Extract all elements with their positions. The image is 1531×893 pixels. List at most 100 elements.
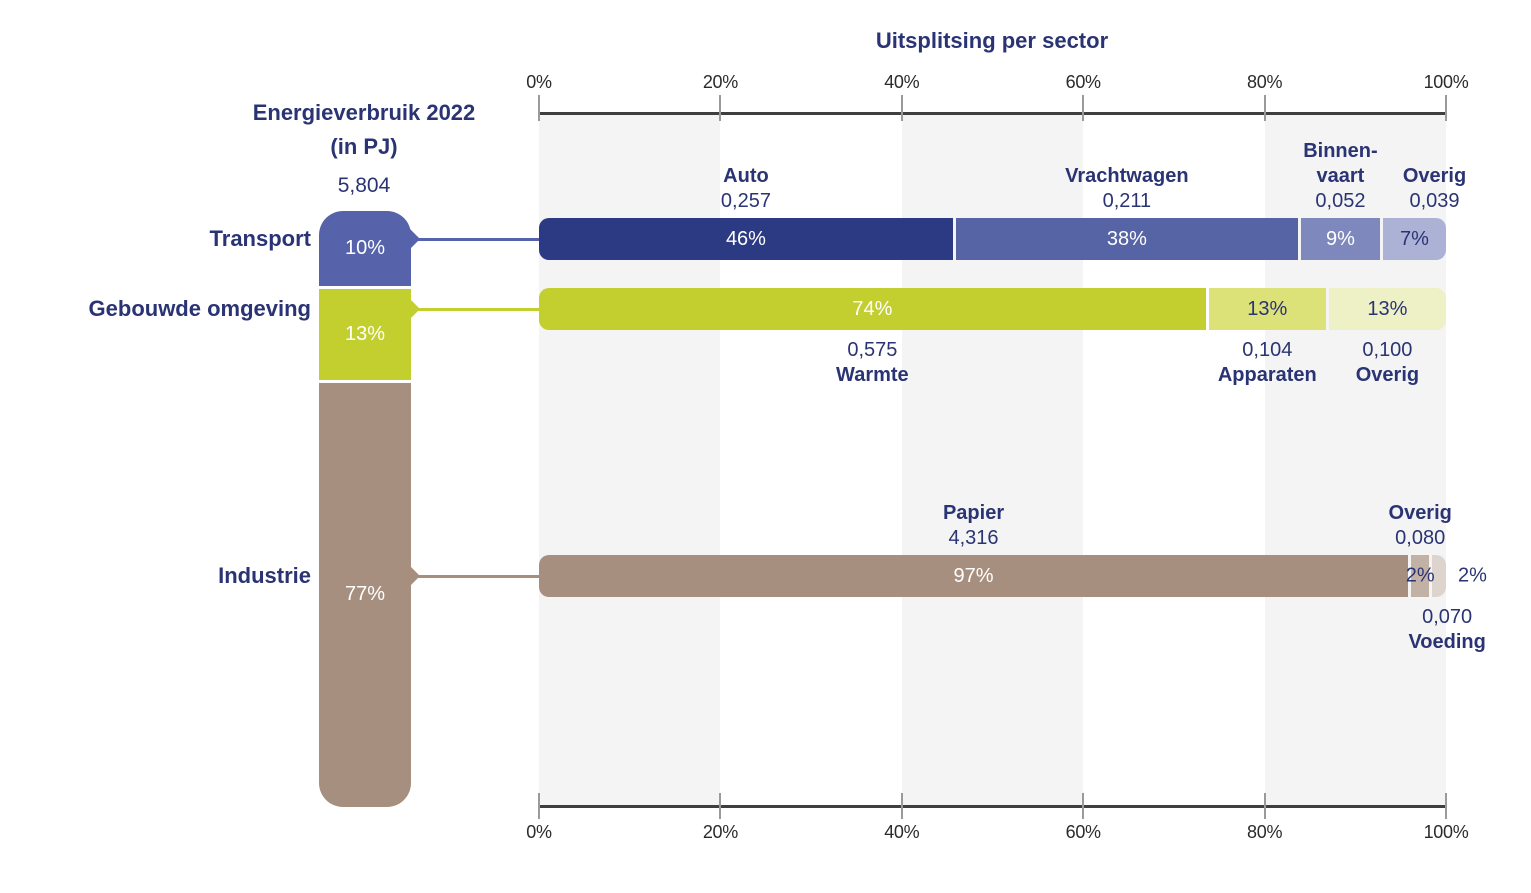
segment-label-transport-vrachtwagen: Vrachtwagen 0,211 [1065, 164, 1188, 214]
segment-value-apparaten: 0,104 [1242, 339, 1293, 361]
segment-value-binnenvaart: 0,052 [1315, 190, 1366, 212]
sector-label-industrie: Industrie [218, 563, 311, 588]
segment-name-overig: Overig [1402, 165, 1467, 187]
x-tick-label-top-0: 0% [526, 72, 552, 92]
segment-label-industrie-overig: Overig 0,080 [1389, 501, 1452, 551]
segment-percent-binnenvaart: 9% [1325, 227, 1355, 250]
segment-percent-vrachtwagen: 38% [1106, 227, 1147, 250]
segment-value-papier: 4,316 [948, 527, 999, 549]
segment-label-transport-overig: Overig 0,039 [1403, 164, 1466, 214]
total-bar-segment-transport: 10% [319, 211, 411, 287]
x-tick-bottom-4 [1263, 793, 1266, 819]
x-tick-label-top-3: 60% [1065, 72, 1101, 92]
segment-percent-warmte: 74% [852, 297, 893, 320]
x-axis-line-bottom [539, 805, 1446, 808]
segment-value-voeding: 0,070 [1422, 606, 1473, 628]
segment-label-transport-binnenvaart: Binnen-vaart 0,052 [1303, 139, 1377, 214]
segment-value-warmte: 0,575 [847, 339, 898, 361]
x-tick-top-5 [1445, 95, 1447, 121]
left-title-line2: (in PJ) [330, 134, 398, 159]
segment-percent-overig: 7% [1400, 227, 1429, 250]
segment-label-gebouwde-omgeving-apparaten: 0,104 Apparaten [1218, 338, 1317, 388]
x-tick-label-bottom-4: 80% [1247, 822, 1283, 842]
x-tick-bottom-5 [1445, 793, 1447, 819]
bar-segment-transport-auto: 46% [539, 218, 953, 260]
bar-segment-industrie-overig [1411, 555, 1430, 597]
segment-value-overig: 0,039 [1409, 190, 1460, 212]
segment-value-overig: 0,080 [1395, 527, 1446, 549]
x-tick-label-top-5: 100% [1423, 72, 1469, 92]
bar-segment-transport-binnenvaart: 9% [1300, 218, 1381, 260]
chart-title: Uitsplitsing per sector [875, 28, 1109, 53]
sector-label-gebouwde-omgeving: Gebouwde omgeving [88, 296, 311, 321]
segment-percent-apparaten: 13% [1247, 297, 1288, 320]
connector-line-gebouwde-omgeving [411, 308, 539, 311]
x-tick-bottom-3 [1082, 793, 1085, 819]
total-stacked-bar: 10% 13% 77% [319, 211, 411, 807]
bar-segment-gebouwde-omgeving-overig: 13% [1328, 288, 1446, 330]
x-tick-top-1 [719, 95, 722, 121]
total-bar-percent-gebouwde-omgeving: 13% [344, 322, 386, 345]
segment-name-overig: Overig [1388, 502, 1452, 524]
total-bar-segment-gebouwde-omgeving: 13% [319, 289, 411, 380]
segment-percent-overig: 13% [1367, 297, 1408, 320]
bar-segment-gebouwde-omgeving-warmte: 74% [539, 288, 1206, 330]
x-axis-line-top [539, 112, 1446, 115]
x-tick-top-2 [900, 95, 903, 121]
segment-percent-voeding: 2% [1458, 564, 1487, 587]
total-bar-percent-industrie: 77% [344, 583, 386, 606]
bar-segment-industrie-voeding [1432, 555, 1446, 597]
x-tick-label-bottom-5: 100% [1423, 822, 1469, 842]
x-tick-top-4 [1263, 95, 1266, 121]
x-tick-bottom-2 [900, 793, 903, 819]
segment-percent-auto: 46% [725, 227, 766, 250]
x-tick-label-top-1: 20% [702, 72, 738, 92]
total-bar-segment-industrie: 77% [319, 382, 411, 807]
bar-gebouwde-omgeving: 74% 13% 13% [539, 288, 1446, 330]
segment-value-auto: 0,257 [720, 190, 771, 212]
bar-segment-industrie-papier: 97% [539, 555, 1409, 597]
connector-line-industrie [411, 575, 539, 578]
x-tick-label-bottom-2: 40% [884, 822, 920, 842]
segment-name-vrachtwagen: Vrachtwagen [1065, 165, 1189, 187]
bar-transport: 46% 38% 9% 7% [539, 218, 1446, 260]
segment-label-gebouwde-omgeving-warmte: 0,575 Warmte [836, 338, 909, 388]
x-tick-top-0 [538, 95, 540, 121]
segment-value-overig: 0,100 [1362, 339, 1413, 361]
segment-label-gebouwde-omgeving-overig: 0,100 Overig [1356, 338, 1419, 388]
left-axis-title: Energieverbruik 2022 (in PJ) 5,804 [253, 96, 476, 198]
x-tick-bottom-1 [719, 793, 722, 819]
bar-segment-gebouwde-omgeving-apparaten: 13% [1208, 288, 1326, 330]
x-tick-label-top-2: 40% [884, 72, 920, 92]
bar-segment-transport-overig: 7% [1383, 218, 1446, 260]
total-value: 5,804 [337, 174, 391, 197]
segment-name-binnenvaart: vaart [1316, 165, 1365, 187]
x-tick-bottom-0 [538, 793, 540, 819]
segment-name-apparaten: Apparaten [1217, 364, 1317, 386]
x-tick-label-top-4: 80% [1247, 72, 1283, 92]
left-title-line1: Energieverbruik 2022 [252, 100, 476, 125]
segment-label-transport-auto: Auto 0,257 [721, 164, 771, 214]
x-tick-label-bottom-0: 0% [526, 822, 552, 842]
bar-segment-transport-vrachtwagen: 38% [955, 218, 1298, 260]
segment-name-papier: Papier [942, 502, 1005, 524]
sector-label-transport: Transport [209, 226, 311, 251]
connector-notch-transport [410, 229, 420, 249]
connector-notch-gebouwde-omgeving [410, 299, 420, 319]
segment-name-overig: Overig [1355, 364, 1420, 386]
segment-name-voeding: Voeding [1408, 631, 1486, 653]
segment-name-auto: Auto [723, 165, 769, 187]
x-tick-top-3 [1082, 95, 1085, 121]
connector-line-transport [411, 238, 539, 241]
segment-name-warmte: Warmte [836, 364, 909, 386]
connector-notch-industrie [410, 566, 420, 586]
segment-label-industrie-voeding: 0,070 Voeding [1408, 605, 1485, 655]
segment-percent-overig: 2% [1405, 564, 1435, 587]
segment-percent-papier: 97% [953, 564, 994, 587]
total-bar-percent-transport: 10% [344, 237, 386, 260]
bar-industrie: 97% [539, 555, 1446, 597]
segment-label-industrie-papier: Papier 4,316 [943, 501, 1004, 551]
segment-value-vrachtwagen: 0,211 [1102, 190, 1152, 212]
x-tick-label-bottom-1: 20% [702, 822, 738, 842]
